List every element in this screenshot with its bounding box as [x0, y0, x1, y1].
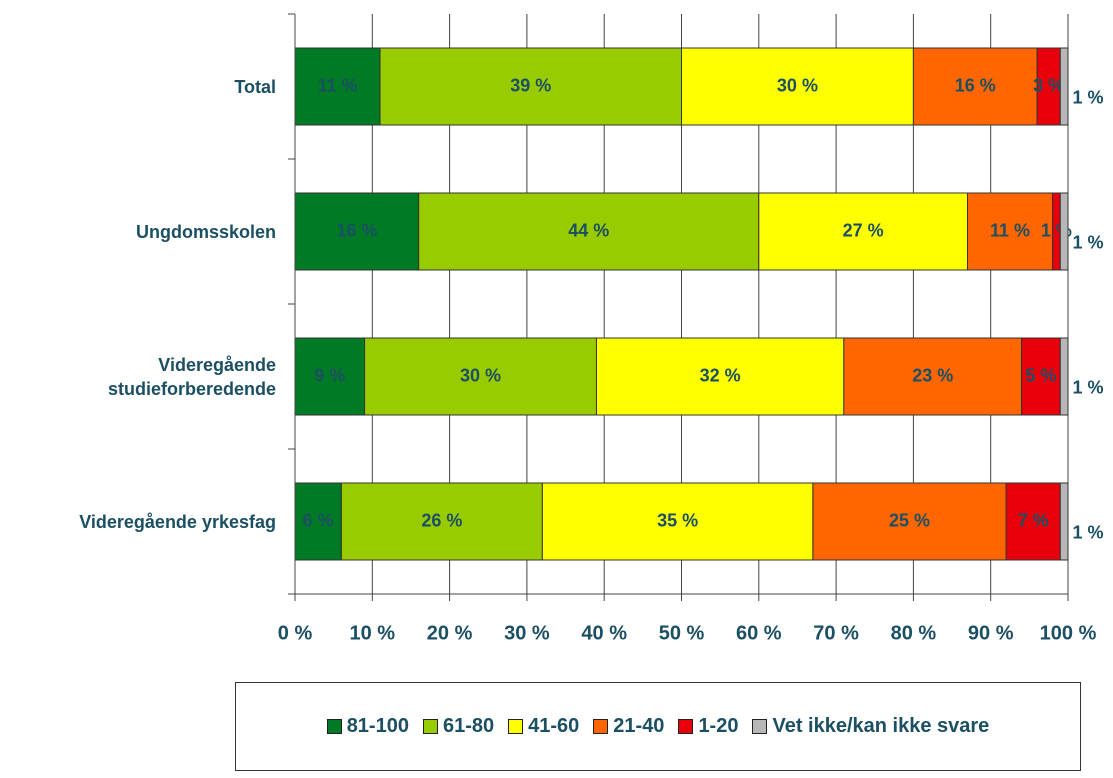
category-label: Videregående yrkesfag: [79, 511, 276, 532]
data-label: 1 %: [1072, 522, 1103, 542]
data-label: 7 %: [1018, 510, 1049, 530]
category-label: Videregående studieforberedende: [107, 354, 276, 399]
bar-segment: [1059, 47, 1069, 126]
legend-item: 61-80: [422, 715, 495, 738]
data-label: 6 %: [303, 510, 334, 530]
bar-segment: [294, 192, 420, 271]
data-label: 30 %: [777, 75, 818, 95]
legend-swatch: [422, 719, 438, 734]
data-label: 16 %: [955, 75, 996, 95]
bar-segment: [967, 192, 1054, 271]
data-label: 39 %: [510, 75, 551, 95]
bar-segment: [912, 47, 1038, 126]
bar-segment: [1059, 482, 1069, 561]
bar-segment: [758, 192, 969, 271]
data-label: 35 %: [657, 510, 698, 530]
legend-item: 1-20: [678, 715, 738, 738]
data-label: 11 %: [317, 75, 357, 95]
legend-item: 41-60: [508, 715, 579, 738]
bar-segment: [681, 47, 914, 126]
x-tick-label: 80 %: [891, 622, 937, 644]
category-label: Ungdomsskolen: [135, 221, 276, 242]
data-label: 1 %: [1072, 232, 1103, 252]
bar-segment: [294, 337, 366, 416]
bar-segment: [294, 47, 381, 126]
legend-label: 81-100: [346, 715, 409, 737]
data-label: 25 %: [889, 510, 930, 530]
data-label: 3 %: [1033, 75, 1064, 95]
bar-segment: [1059, 337, 1069, 416]
bar-segment: [418, 192, 760, 271]
legend-swatch: [508, 719, 524, 734]
legend-item: Vet ikke/kan ikke svare: [752, 715, 989, 738]
data-label: 11 %: [990, 220, 1030, 240]
legend-swatch: [678, 719, 694, 734]
data-label: 44 %: [568, 220, 609, 240]
x-tick-label: 40 %: [581, 622, 627, 644]
bar-segment: [294, 482, 342, 561]
x-tick-label: 30 %: [504, 622, 550, 644]
legend-swatch: [752, 719, 768, 734]
x-tick-label: 20 %: [427, 622, 473, 644]
legend-swatch: [326, 719, 342, 734]
data-label: 23 %: [912, 365, 953, 385]
data-label: 1 %: [1072, 87, 1103, 107]
legend-item: 21-40: [593, 715, 664, 738]
data-label: 32 %: [700, 365, 741, 385]
legend-swatch: [593, 719, 609, 734]
bar-segment: [340, 482, 543, 561]
data-label: 26 %: [421, 510, 462, 530]
bar-segment: [812, 482, 1007, 561]
x-tick-label: 70 %: [813, 622, 859, 644]
category-label: Total: [234, 76, 276, 97]
data-label: 5 %: [1025, 365, 1056, 385]
bar-segment: [843, 337, 1023, 416]
data-label: 30 %: [460, 365, 501, 385]
legend-label: 41-60: [528, 715, 580, 737]
data-label: 9 %: [314, 365, 345, 385]
legend-label: 61-80: [442, 715, 495, 737]
bar-segment: [1005, 482, 1061, 561]
x-tick-label: 50 %: [659, 622, 705, 644]
legend-label: Vet ikke/kan ikke svare: [772, 715, 990, 737]
x-tick-label: 90 %: [968, 622, 1014, 644]
legend-item: 81-100: [326, 715, 409, 738]
bar-segment: [1021, 337, 1061, 416]
bar-segment: [364, 337, 597, 416]
x-tick-label: 100 %: [1040, 622, 1097, 644]
bar-segment: [379, 47, 682, 126]
data-label: 1 %: [1072, 377, 1103, 397]
legend: 81-100 61-80 41-60 21-40 1-20 Vet ikke/kan ik…: [235, 682, 1081, 771]
bar-segment: [1059, 192, 1069, 271]
x-tick-label: 10 %: [350, 622, 396, 644]
bar-segment: [541, 482, 814, 561]
data-label: 16 %: [336, 220, 377, 240]
data-label: 27 %: [843, 220, 884, 240]
legend-label: 21-40: [613, 715, 665, 737]
legend-label: 1-20: [698, 715, 739, 737]
x-tick-label: 60 %: [736, 622, 782, 644]
x-tick-label: 0 %: [278, 622, 313, 644]
